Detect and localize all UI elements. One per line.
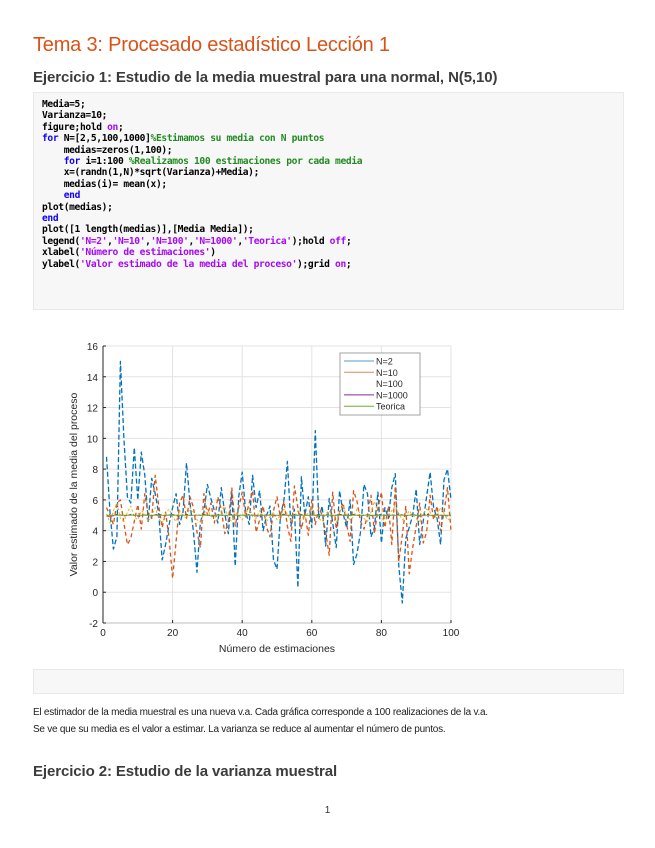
code-token: 'Valor estimado de la media del proceso' <box>79 258 298 270</box>
code-token: i=1:100 <box>85 156 129 168</box>
code-token: %Realizamos 100 estimaciones por cada me… <box>128 156 363 168</box>
code-token: 'N=1000' <box>193 235 238 247</box>
code-token: x=(randn(1,N)*sqrt(Varianza)+Media); <box>42 167 260 179</box>
code-token: 'N=100' <box>150 235 189 247</box>
y-tick-label: 16 <box>87 342 99 353</box>
y-tick-label: 2 <box>92 557 98 568</box>
exercise2-heading: Ejercicio 2: Estudio de la varianza mues… <box>33 763 338 780</box>
y-tick-label: 4 <box>92 527 98 538</box>
legend-entry: N=100 <box>376 379 403 389</box>
code-token: off <box>329 235 347 247</box>
code-token: end <box>63 190 81 202</box>
code-token: %Estimamos su media con N puntos <box>150 133 325 145</box>
code-token: , <box>237 235 243 247</box>
code-token: , <box>145 235 151 247</box>
exercise1-heading: Ejercicio 1: Estudio de la media muestra… <box>33 69 498 86</box>
explanation-line-2: Se ve que su media es el valor a estimar… <box>33 724 446 735</box>
code-token: 'N=2' <box>79 235 108 247</box>
legend-entry: N=2 <box>376 357 393 367</box>
code-token: , <box>107 235 113 247</box>
code-token: xlabel( <box>42 247 80 259</box>
code-token: for <box>42 133 64 145</box>
code-token: , <box>188 235 195 247</box>
code-text: Media=5; Varianza=10; figure;hold on; fo… <box>42 99 623 270</box>
code-token: end <box>42 213 59 225</box>
code-token: plot([1 length(medias)],[Media Media]); <box>42 224 254 236</box>
legend-entry: Teorica <box>376 402 405 412</box>
chart-figure: -2 0 2 4 6 8 10 12 14 16 0 20 40 60 80 100 Número de est… <box>60 338 470 660</box>
x-tick-label: 0 <box>100 628 106 639</box>
code-token: on <box>107 121 118 133</box>
y-axis-label: Valor estimado de la media del proceso <box>68 393 80 577</box>
code-token: on <box>335 258 346 270</box>
code-token: ylabel( <box>42 258 80 270</box>
code-token: ; <box>345 258 352 270</box>
code-token: ; <box>117 121 124 133</box>
page-number: 1 <box>324 805 331 816</box>
code-token: );hold <box>291 235 330 247</box>
series-n-100 <box>106 500 452 524</box>
y-tick-label: 10 <box>87 434 99 445</box>
code-token: N=[2,5,100,1000] <box>63 133 151 145</box>
legend-entry: N=10 <box>376 368 398 378</box>
x-tick-label: 100 <box>443 628 460 639</box>
x-tick-label: 20 <box>167 628 179 639</box>
series-n-2 <box>105 360 452 604</box>
x-tick-label: 40 <box>237 628 249 639</box>
code-token: ; <box>345 235 352 247</box>
code-token: medias(i)= mean(x); <box>42 178 167 190</box>
code-token: figure;hold <box>42 121 108 133</box>
y-tick-label: -2 <box>89 619 98 630</box>
legend-entry: N=1000 <box>376 390 408 400</box>
page-title: Tema 3: Procesado estadístico Lección 1 <box>33 34 390 56</box>
y-tick-label: 6 <box>92 496 98 507</box>
y-tick-label: 8 <box>92 465 98 476</box>
code-token: plot(medias); <box>42 201 113 213</box>
code-token <box>42 156 64 167</box>
x-axis-label: Número de estimaciones <box>219 643 335 655</box>
code-token: );grid <box>297 258 336 270</box>
explanation-line-1: El estimador de la media muestral es una… <box>33 707 488 718</box>
y-tick-label: 14 <box>87 373 99 384</box>
code-token: medias=zeros(1,100); <box>42 144 173 156</box>
code-token: Varianza=10; <box>42 110 108 122</box>
code-token: for <box>63 156 86 168</box>
x-tick-label: 80 <box>376 628 388 639</box>
output-box <box>33 669 624 694</box>
y-tick-label: 0 <box>92 588 98 599</box>
code-token: legend( <box>42 235 80 247</box>
code-token: ) <box>210 247 216 259</box>
x-tick-label: 60 <box>306 628 318 639</box>
code-token <box>42 190 64 201</box>
explanation-paragraph: El estimador de la media muestral es una… <box>33 704 488 738</box>
code-token: Media=5; <box>42 99 86 110</box>
y-tick-label: 12 <box>87 404 99 415</box>
code-token: 'Número de estimaciones' <box>79 247 211 259</box>
code-token: 'Teorica' <box>242 235 292 247</box>
legend-box <box>339 352 421 416</box>
code-block[interactable]: Media=5; Varianza=10; figure;hold on; fo… <box>33 92 624 310</box>
series-n-10 <box>105 474 452 580</box>
code-token: 'N=10' <box>112 235 146 247</box>
